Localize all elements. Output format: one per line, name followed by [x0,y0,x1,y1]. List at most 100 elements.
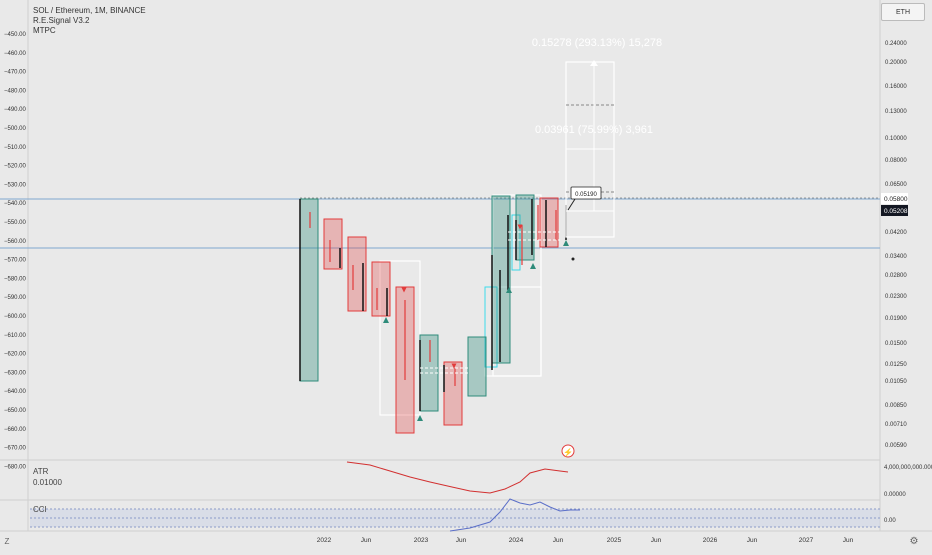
left-axis-tick: −490.00 [4,107,27,113]
atr-label[interactable]: ATR [33,467,49,476]
price-tag-text: 0.05190 [575,192,597,198]
left-axis-tick: −600.00 [4,314,27,320]
left-axis-tick: −460.00 [4,51,27,57]
time-axis-tick: 2022 [317,537,332,544]
time-axis-tick: Jun [747,537,758,544]
buy-signal-icon [417,415,423,421]
right-axis-tick: 0.20000 [885,60,907,66]
left-axis-tick: −510.00 [4,145,27,151]
svg-text:0.05208: 0.05208 [884,208,908,215]
time-axis-tick: Jun [843,537,854,544]
candle-bear [323,218,343,270]
legend: SOL / Ethereum, 1M, BINANCE R.E.Signal V… [33,6,146,36]
right-axis: 0.24000 0.20000 0.16000 0.13000 0.10000 0.080… [885,41,907,449]
range-box-cyan [484,286,498,368]
atr-axis-tick: 0.00000 [884,492,906,498]
left-axis-tick: −540.00 [4,201,27,207]
left-axis-tick: −550.00 [4,220,27,226]
legend-indicator-resignal[interactable]: R.E.Signal V3.2 [33,16,90,25]
left-axis: −450.00 −460.00 −470.00 −480.00 −490.00 −500.… [4,32,27,470]
right-axis-tick: 0.01900 [885,316,907,322]
buy-signal-icon [530,263,536,269]
atr-axis-tick: 4,000,000,000.0000 [884,465,932,471]
left-axis-tick: −670.00 [4,446,27,452]
svg-text:0.05800: 0.05800 [884,196,908,203]
sub-axis: 4,000,000,000.0000 0.00000 0.00 [884,465,932,524]
left-axis-tick: −470.00 [4,70,27,76]
ticker-button[interactable]: ETH [881,3,925,21]
dot-marker [571,257,575,261]
left-axis-tick: −680.00 [4,464,27,470]
right-axis-tick: 0.01050 [885,379,907,385]
left-axis-tick: −660.00 [4,427,27,433]
target-arrow-icon [590,60,598,66]
left-axis-tick: −450.00 [4,32,27,38]
right-axis-tick: 0.06500 [885,182,907,188]
right-axis-tick: 0.00590 [885,443,907,449]
right-axis-tick: 0.02800 [885,273,907,279]
left-axis-tick: −530.00 [4,182,27,188]
left-axis-tick: −590.00 [4,295,27,301]
candle-bull [467,336,487,397]
right-axis-tick: 0.01250 [885,362,907,368]
left-axis-tick: −630.00 [4,370,27,376]
right-axis-tick: 0.08000 [885,158,907,164]
signal-markers [383,224,575,421]
left-axis-tick: −570.00 [4,258,27,264]
candle-bear [443,361,463,426]
time-axis-tick: 2025 [607,537,622,544]
buy-signal-icon [506,287,512,293]
time-axis: 2022 Jun 2023 Jun 2024 Jun 2025 Jun 2026 Jun 2027 J… [317,537,854,544]
left-axis-tick: −500.00 [4,126,27,132]
candle-bear [347,236,367,312]
time-axis-tick: Jun [456,537,467,544]
right-axis-tick: 0.00850 [885,403,907,409]
left-axis-tick: −620.00 [4,352,27,358]
left-axis-tick: −650.00 [4,408,27,414]
right-axis-tick: 0.04200 [885,230,907,236]
left-axis-tick: −640.00 [4,389,27,395]
cci-line [449,498,580,532]
right-axis-tick: 0.13000 [885,109,907,115]
legend-indicator-mtpc[interactable]: MTPC [33,26,56,35]
right-axis-tick: 0.16000 [885,84,907,90]
time-axis-tick: Jun [553,537,564,544]
time-axis-tick: 2026 [703,537,718,544]
legend-symbol[interactable]: SOL / Ethereum, 1M, BINANCE [33,6,146,15]
right-axis-tick: 0.03400 [885,254,907,260]
candle-bull [299,198,319,382]
right-axis-tick: 0.01500 [885,341,907,347]
target-high-label: 0.15278 (293.13%) 15,278 [532,37,662,49]
price-tag [570,186,602,200]
time-axis-tick: 2027 [799,537,814,544]
left-axis-tick: −480.00 [4,88,27,94]
buy-signal-icon [563,240,569,246]
candle-bear [539,197,559,248]
lightning-icon [561,444,575,458]
candles [299,194,567,434]
right-axis-tick: 0.10000 [885,136,907,142]
right-axis-tick: 0.24000 [885,41,907,47]
atr-line [346,461,569,494]
target-mid-label: 0.03961 (75.99%) 3,961 [535,124,653,136]
atr-value: 0.01000 [33,478,62,487]
time-axis-tick: 2023 [414,537,429,544]
right-axis-tick: 0.00710 [885,422,907,428]
zoom-icon[interactable]: Z [4,537,10,546]
price-line-label [881,193,908,204]
time-axis-tick: Jun [651,537,662,544]
left-axis-tick: −560.00 [4,239,27,245]
time-axis-tick: Jun [361,537,372,544]
sell-signal-icon [401,287,407,293]
gear-icon[interactable]: ⚙ [909,536,919,547]
current-price-label [881,205,908,216]
sell-signal-icon [517,224,523,230]
sell-signal-icon [451,363,457,369]
cci-label[interactable]: CCI [33,505,47,514]
left-axis-tick: −610.00 [4,333,27,339]
left-axis-tick: −520.00 [4,164,27,170]
left-axis-tick: −580.00 [4,276,27,282]
right-axis-tick: 0.02300 [885,294,907,300]
